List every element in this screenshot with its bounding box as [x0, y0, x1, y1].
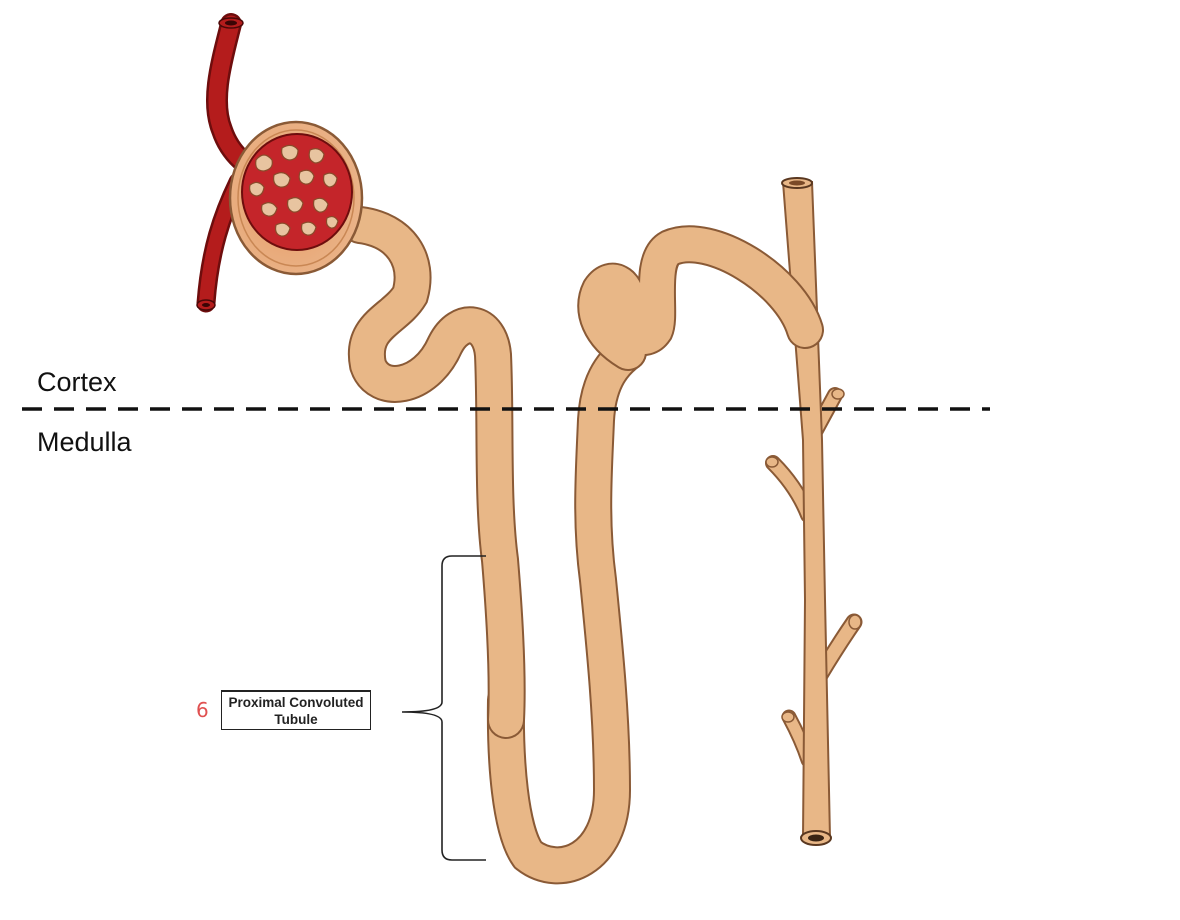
cortex-label: Cortex	[37, 367, 117, 397]
renal-corpuscle	[228, 120, 364, 276]
segment-bracket	[401, 555, 486, 861]
callout-number: 6	[196, 698, 209, 722]
medulla-label: Medulla	[37, 427, 132, 457]
answer-label-text: Proximal Convoluted Tubule	[228, 694, 364, 727]
collecting-duct	[765, 177, 863, 846]
answer-label-box[interactable]: Proximal Convoluted Tubule	[221, 690, 371, 730]
